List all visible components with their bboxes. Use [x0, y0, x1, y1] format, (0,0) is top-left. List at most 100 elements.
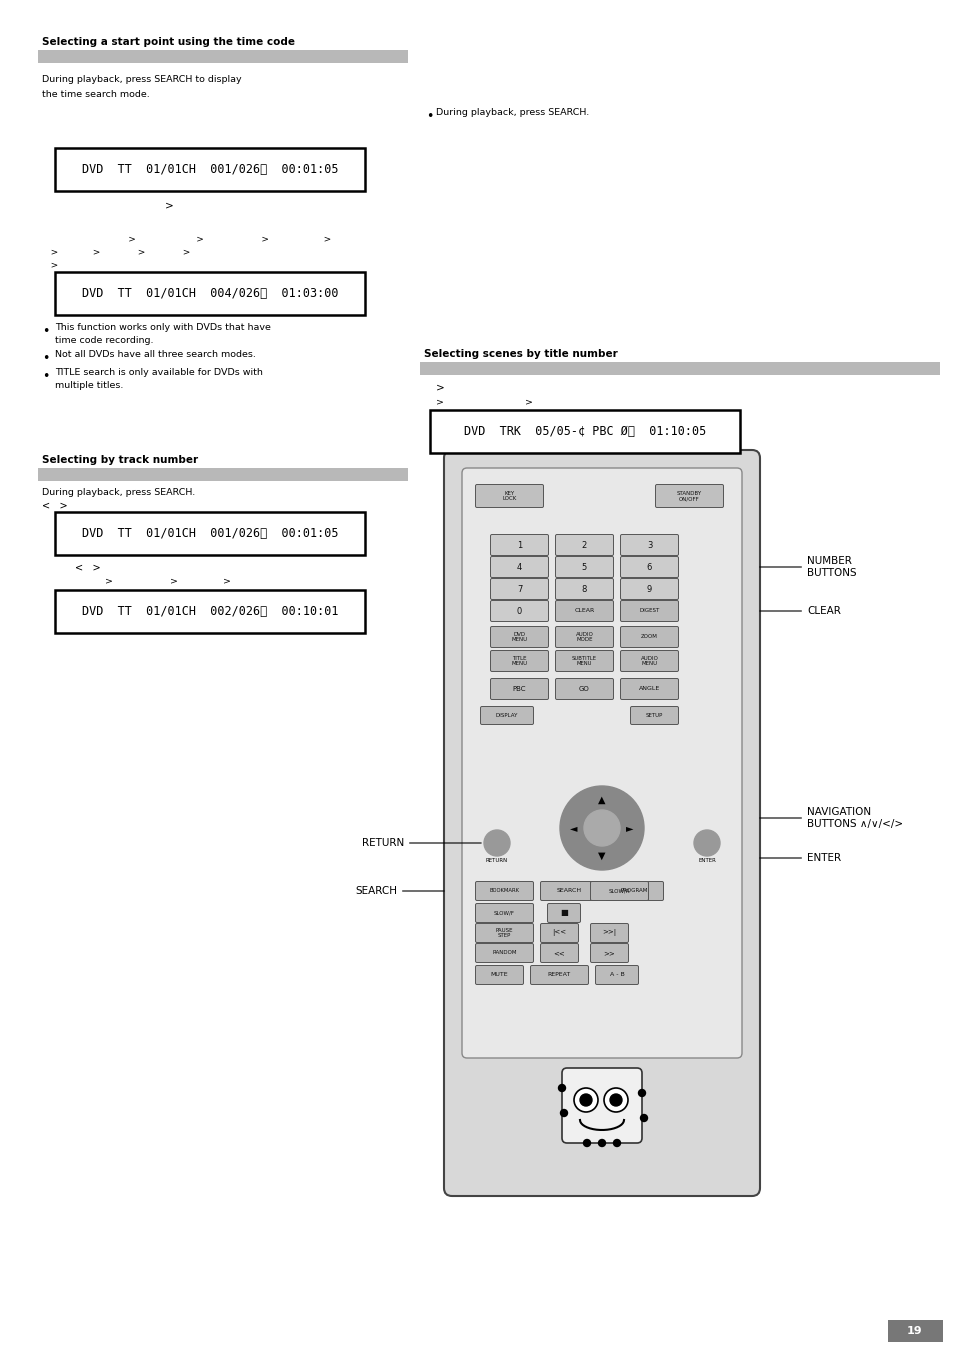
- Text: ▼: ▼: [598, 851, 605, 861]
- Text: DVD  TT  01/01CH  004/026⌛  01:03:00: DVD TT 01/01CH 004/026⌛ 01:03:00: [82, 286, 338, 300]
- Text: the time search mode.: the time search mode.: [42, 91, 150, 99]
- Text: GO: GO: [578, 686, 589, 692]
- Text: •: •: [426, 109, 433, 123]
- FancyBboxPatch shape: [555, 535, 613, 555]
- FancyBboxPatch shape: [530, 966, 588, 985]
- Text: During playback, press SEARCH.: During playback, press SEARCH.: [436, 108, 589, 118]
- FancyBboxPatch shape: [475, 943, 533, 962]
- Text: STANDBY
ON/OFF: STANDBY ON/OFF: [677, 490, 701, 501]
- Text: SLOW/R: SLOW/R: [608, 889, 630, 893]
- Text: ▲: ▲: [598, 794, 605, 805]
- Text: 19: 19: [906, 1325, 922, 1336]
- Text: 4: 4: [517, 562, 521, 571]
- Text: SETUP: SETUP: [645, 713, 662, 717]
- FancyBboxPatch shape: [547, 904, 579, 923]
- FancyBboxPatch shape: [561, 1069, 641, 1143]
- Text: CLEAR: CLEAR: [574, 608, 594, 613]
- Text: <<: <<: [553, 950, 565, 957]
- FancyBboxPatch shape: [475, 904, 533, 923]
- Text: >: >: [436, 382, 444, 392]
- FancyBboxPatch shape: [490, 557, 548, 577]
- Text: •: •: [42, 353, 50, 365]
- FancyBboxPatch shape: [590, 924, 628, 943]
- Text: RETURN: RETURN: [485, 858, 508, 863]
- FancyBboxPatch shape: [490, 600, 548, 621]
- Circle shape: [693, 830, 720, 857]
- FancyBboxPatch shape: [475, 881, 533, 901]
- Text: >                           >: > >: [436, 399, 533, 407]
- FancyBboxPatch shape: [540, 943, 578, 962]
- Text: |<<: |<<: [552, 929, 566, 936]
- Text: PBC: PBC: [512, 686, 526, 692]
- Text: <   >: < >: [42, 501, 68, 511]
- Text: CLEAR: CLEAR: [759, 607, 840, 616]
- FancyBboxPatch shape: [475, 924, 533, 943]
- Text: DISPLAY: DISPLAY: [496, 713, 517, 717]
- Text: SUBTITLE
MENU: SUBTITLE MENU: [572, 655, 597, 666]
- Text: Selecting a start point using the time code: Selecting a start point using the time c…: [42, 36, 294, 47]
- Text: >            >             >             >: > > > >: [42, 249, 191, 257]
- Text: ■: ■: [559, 908, 567, 917]
- Text: RANDOM: RANDOM: [492, 951, 517, 955]
- Text: ANGLE: ANGLE: [639, 686, 659, 692]
- Text: PAUSE
STEP: PAUSE STEP: [496, 928, 513, 939]
- Text: SEARCH: SEARCH: [355, 886, 444, 896]
- FancyBboxPatch shape: [443, 450, 760, 1196]
- Text: >                     >                    >                   >: > > > >: [42, 235, 331, 245]
- Text: multiple titles.: multiple titles.: [55, 381, 123, 390]
- Text: ►: ►: [625, 823, 633, 834]
- FancyBboxPatch shape: [619, 650, 678, 671]
- Text: •: •: [42, 326, 50, 338]
- Circle shape: [558, 1085, 565, 1092]
- Bar: [38, 50, 408, 63]
- Bar: [55, 590, 365, 634]
- Text: KEY
LOCK: KEY LOCK: [502, 490, 517, 501]
- Text: Not all DVDs have all three search modes.: Not all DVDs have all three search modes…: [55, 350, 255, 359]
- FancyBboxPatch shape: [619, 578, 678, 600]
- Circle shape: [583, 811, 619, 846]
- Bar: [55, 272, 365, 315]
- FancyBboxPatch shape: [630, 707, 678, 724]
- FancyBboxPatch shape: [555, 557, 613, 577]
- Text: DVD
MENU: DVD MENU: [511, 632, 527, 642]
- FancyBboxPatch shape: [480, 707, 533, 724]
- Text: 3: 3: [646, 540, 652, 550]
- Text: DVD  TT  01/01CH  001/026⌛  00:01:05: DVD TT 01/01CH 001/026⌛ 00:01:05: [82, 163, 338, 176]
- Text: TITLE search is only available for DVDs with: TITLE search is only available for DVDs …: [55, 367, 263, 377]
- Text: DVD  TT  01/01CH  001/026⌛  00:01:05: DVD TT 01/01CH 001/026⌛ 00:01:05: [82, 527, 338, 540]
- Text: >: >: [42, 261, 58, 270]
- Text: This function works only with DVDs that have: This function works only with DVDs that …: [55, 323, 271, 332]
- Text: REPEAT: REPEAT: [547, 973, 571, 978]
- Text: RETURN: RETURN: [361, 838, 480, 848]
- FancyBboxPatch shape: [619, 678, 678, 700]
- Text: 9: 9: [646, 585, 652, 593]
- Circle shape: [583, 1139, 590, 1147]
- FancyBboxPatch shape: [555, 600, 613, 621]
- FancyBboxPatch shape: [655, 485, 722, 508]
- FancyBboxPatch shape: [461, 467, 741, 1058]
- FancyBboxPatch shape: [555, 578, 613, 600]
- Text: 2: 2: [581, 540, 586, 550]
- Text: AUDIO
MENU: AUDIO MENU: [639, 655, 658, 666]
- FancyBboxPatch shape: [590, 881, 648, 901]
- Text: NUMBER
BUTTONS: NUMBER BUTTONS: [759, 557, 856, 578]
- Bar: [887, 1320, 942, 1342]
- Bar: [38, 467, 408, 481]
- Circle shape: [560, 1109, 567, 1116]
- Circle shape: [638, 1089, 645, 1097]
- Text: DVD  TT  01/01CH  002/026⌛  00:10:01: DVD TT 01/01CH 002/026⌛ 00:10:01: [82, 605, 338, 617]
- Text: DVD  TRK  05/05-¢ PBC Ø⌛  01:10:05: DVD TRK 05/05-¢ PBC Ø⌛ 01:10:05: [463, 426, 705, 438]
- Text: >: >: [165, 200, 173, 209]
- FancyBboxPatch shape: [619, 600, 678, 621]
- Bar: [55, 149, 365, 190]
- Text: NAVIGATION
BUTTONS ∧/∨/</>: NAVIGATION BUTTONS ∧/∨/</>: [759, 807, 902, 828]
- Text: SLOW/F: SLOW/F: [494, 911, 515, 916]
- Text: AUDIO
MODE: AUDIO MODE: [575, 632, 593, 642]
- FancyBboxPatch shape: [490, 627, 548, 647]
- FancyBboxPatch shape: [619, 627, 678, 647]
- Circle shape: [559, 786, 643, 870]
- FancyBboxPatch shape: [490, 578, 548, 600]
- Text: ◄: ◄: [570, 823, 578, 834]
- Text: ENTER: ENTER: [759, 852, 841, 863]
- Text: During playback, press SEARCH to display: During playback, press SEARCH to display: [42, 76, 241, 84]
